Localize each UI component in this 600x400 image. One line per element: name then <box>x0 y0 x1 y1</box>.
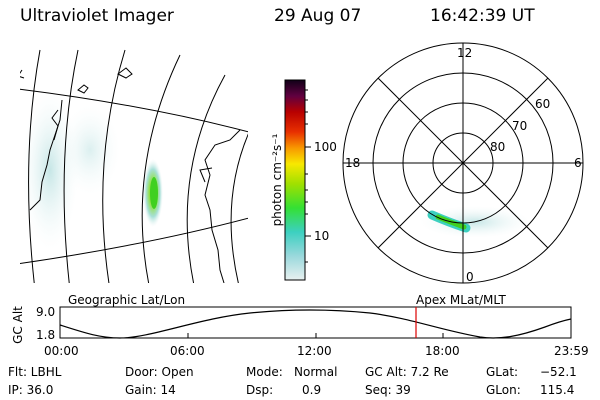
colorbar-tick-100: 100 <box>314 140 337 154</box>
polar-label-18: 18 <box>345 156 361 170</box>
gc-altitude: GC Alt: 7.2 Re <box>365 365 449 379</box>
dsp-value: 0.9 <box>302 383 322 397</box>
mode-value: Normal <box>294 365 338 379</box>
mlat-label-70: 70 <box>512 119 528 133</box>
filter-value: Flt: LBHL <box>8 365 62 379</box>
gc-alt-axis-label: GC Alt <box>11 306 25 344</box>
polar-label-12: 12 <box>457 46 473 60</box>
glat-label: GLat: <box>486 365 519 379</box>
timeline-frame <box>59 306 572 339</box>
ip-value: IP: 36.0 <box>8 383 54 397</box>
polar-aurora-arc <box>427 210 471 233</box>
colorbar-gradient <box>284 79 306 281</box>
polar-label-6: 6 <box>574 156 582 170</box>
faint-emission-mid <box>60 105 120 195</box>
apex-mlat-mlt-label: Apex MLat/MLT <box>416 293 506 307</box>
faint-emission-left <box>22 90 78 250</box>
time-tick-1800: 18:00 <box>425 344 460 358</box>
mode-label: Mode: <box>246 365 283 379</box>
mlat-label-60: 60 <box>535 97 551 111</box>
glon-label: GLon: <box>486 383 521 397</box>
geographic-latlon-label: Geographic Lat/Lon <box>68 293 186 307</box>
time-tick-0600: 06:00 <box>170 344 205 358</box>
mlat-label-80: 80 <box>490 140 506 154</box>
aurora-core <box>150 177 158 209</box>
date-label: 29 Aug 07 <box>274 6 362 26</box>
sequence-value: Seq: 39 <box>365 383 411 397</box>
altitude-curve <box>59 309 572 339</box>
glat-value: −52.1 <box>540 365 577 379</box>
gain-value: Gain: 14 <box>125 383 176 397</box>
aurora-spot <box>143 159 163 227</box>
time-label: 16:42:39 UT <box>430 6 535 26</box>
gc-alt-tick-high: 9.0 <box>36 305 56 319</box>
time-tick-2359: 23:59 <box>554 344 589 358</box>
colorbar-unit-label: photon cm⁻²s⁻¹ <box>270 133 284 227</box>
polar-faint-emission <box>420 206 530 238</box>
colorbar-tick-10: 10 <box>314 229 330 243</box>
instrument-title: Ultraviolet Imager <box>20 6 174 26</box>
polar-label-0: 0 <box>466 270 474 284</box>
time-tick-0000: 00:00 <box>44 344 79 358</box>
glon-value: 115.4 <box>540 383 575 397</box>
dsp-label: Dsp: <box>246 383 274 397</box>
time-tick-1200: 12:00 <box>297 344 332 358</box>
door-status: Door: Open <box>125 365 194 379</box>
gc-alt-tick-low: 1.8 <box>36 328 56 342</box>
